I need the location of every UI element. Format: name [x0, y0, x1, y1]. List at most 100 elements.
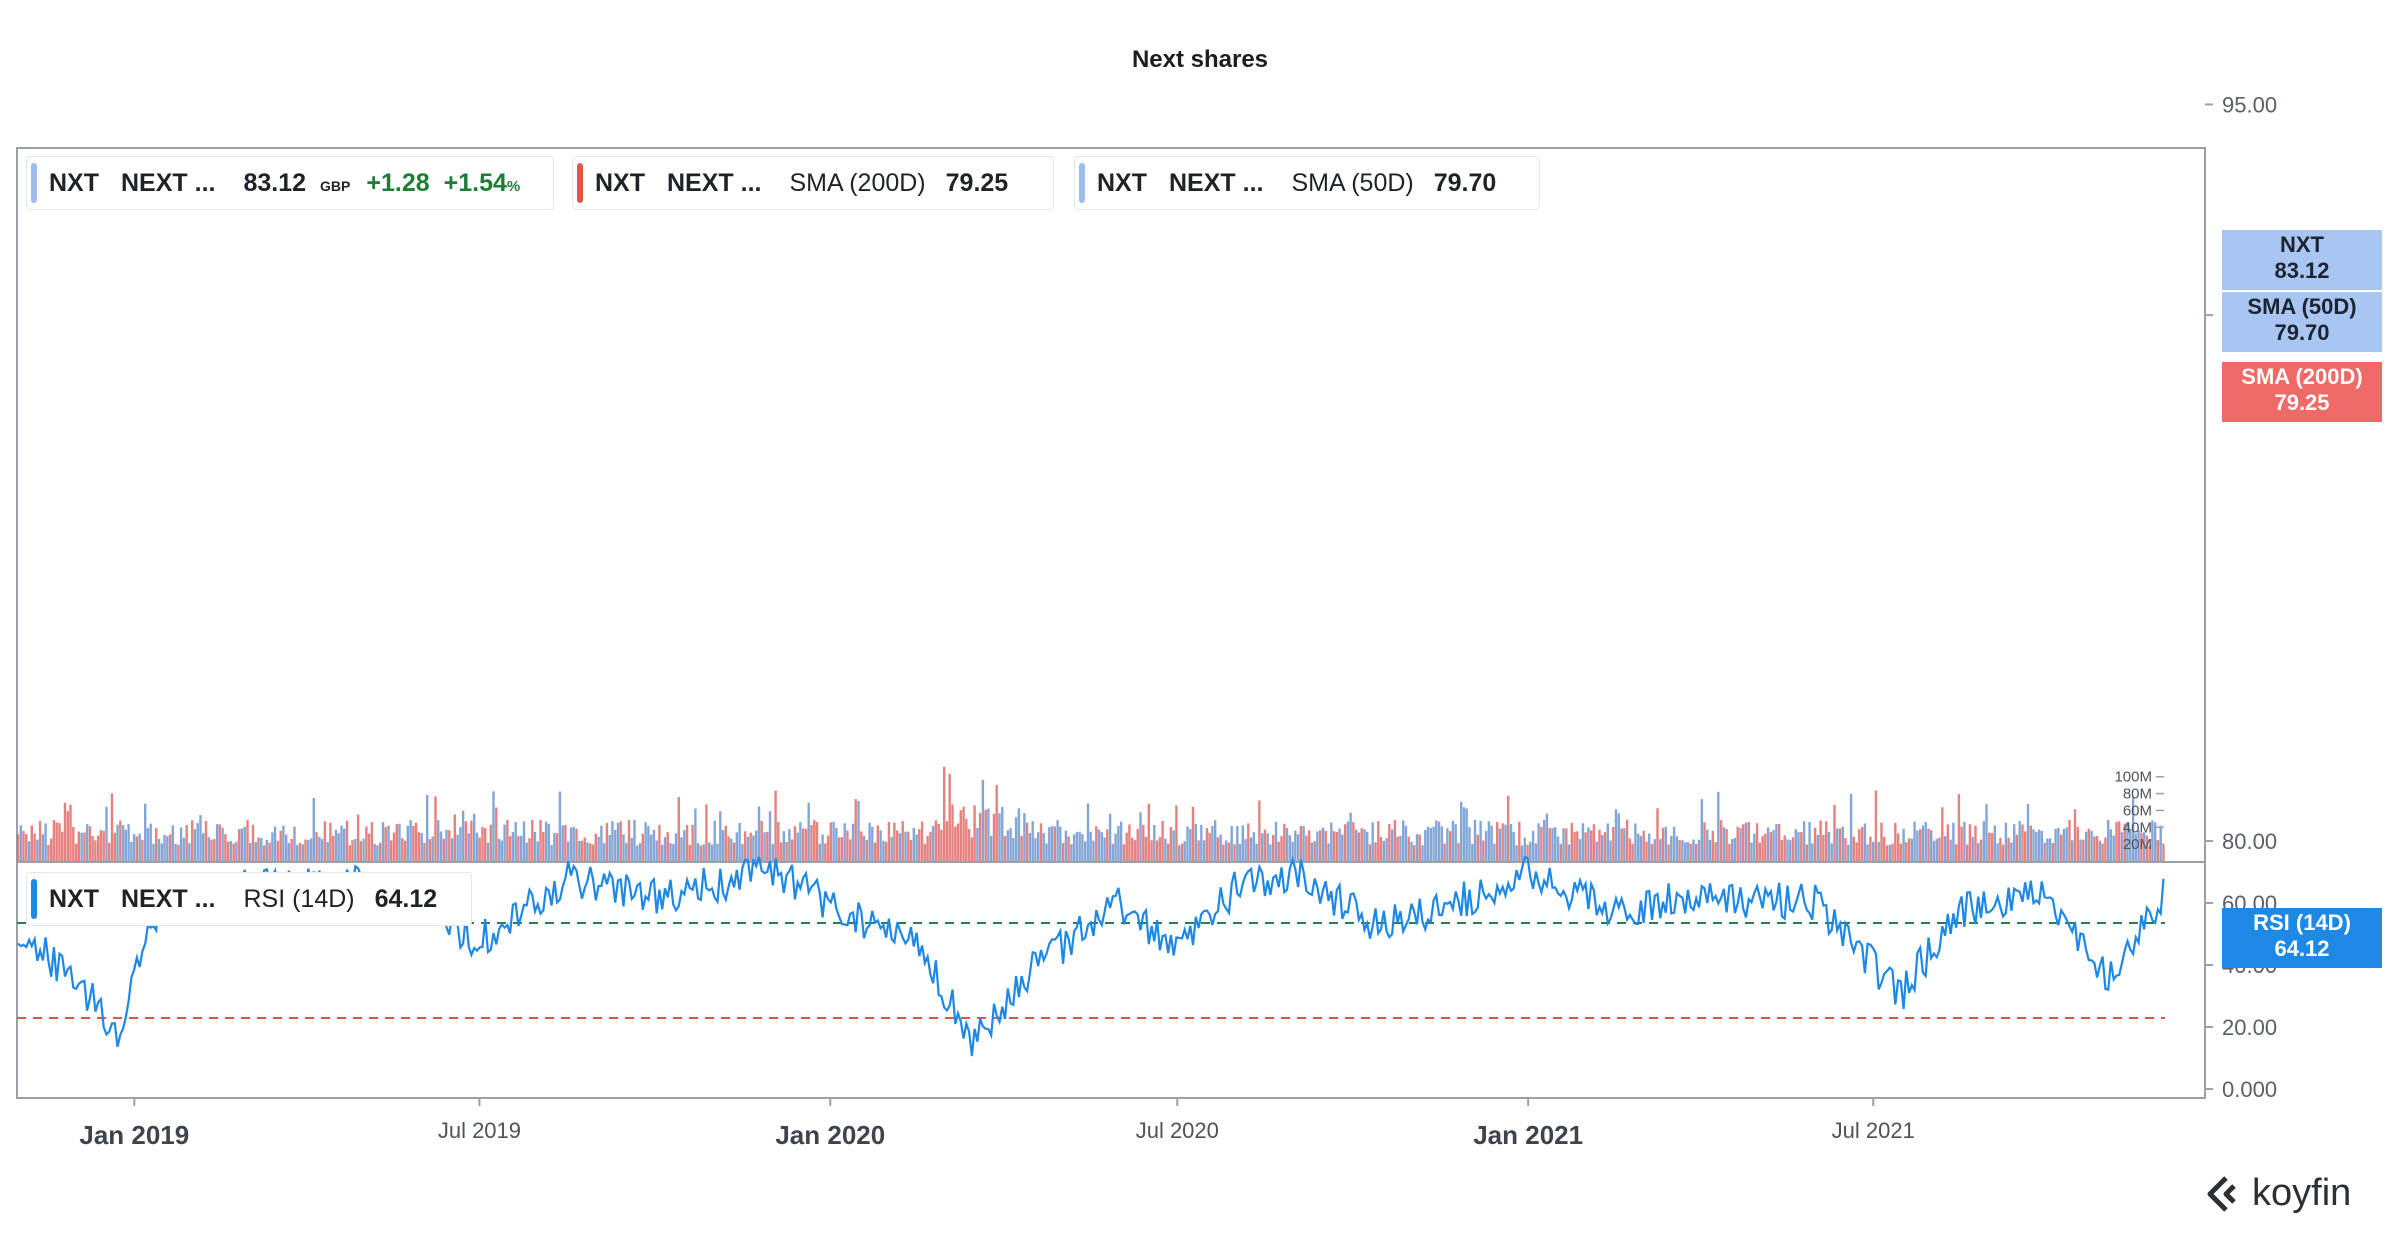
volume-bar — [766, 831, 769, 861]
volume-bar — [1178, 845, 1181, 861]
volume-bar — [904, 831, 907, 861]
volume-bar — [276, 840, 280, 861]
legend-sma50[interactable]: NXT NEXT ... SMA (50D) 79.70 — [1074, 156, 1540, 210]
volume-bar — [1775, 824, 1778, 861]
legend-sma200[interactable]: NXT NEXT ... SMA (200D) 79.25 — [572, 156, 1054, 210]
volume-bar — [55, 822, 58, 861]
volume-bar — [1750, 842, 1753, 861]
volume-bar — [2035, 831, 2038, 861]
volume-bar — [426, 795, 429, 861]
volume-bar — [962, 806, 965, 861]
volume-bar — [1656, 808, 1659, 861]
volume-bar — [2068, 820, 2071, 861]
volume-bar — [1119, 821, 1123, 861]
volume-bar — [1504, 824, 1507, 861]
volume-bar — [99, 830, 103, 861]
volume-bar — [1471, 844, 1474, 861]
volume-bar — [755, 830, 758, 861]
volume-bar — [1236, 826, 1239, 861]
volume-bar — [30, 825, 33, 861]
volume-bar — [257, 837, 260, 861]
koyfin-logo-text: koyfin — [2252, 1172, 2352, 1214]
volume-bar — [1039, 823, 1043, 861]
volume-bar — [163, 834, 166, 861]
volume-bar — [995, 785, 998, 861]
volume-bar — [605, 823, 609, 861]
volume-bar — [1462, 807, 1466, 861]
rsi-tick-label: 20.00 — [2222, 1015, 2277, 1040]
volume-bar — [1200, 824, 1203, 861]
volume-bar — [72, 827, 75, 861]
volume-bar — [1031, 821, 1034, 861]
volume-bar — [829, 822, 832, 861]
volume-bar — [1921, 825, 1925, 861]
volume-bar — [1319, 830, 1322, 861]
volume-bar — [727, 836, 730, 861]
volume-bar — [235, 841, 238, 861]
volume-bar — [1717, 791, 1720, 861]
volume-bar — [2087, 828, 2090, 861]
volume-bar — [1667, 844, 1670, 861]
volume-bar — [586, 842, 589, 861]
volume-bar — [1426, 826, 1430, 861]
volume-bar — [174, 843, 177, 861]
volume-bar — [1363, 829, 1366, 861]
volume-bar — [2026, 803, 2030, 861]
legend-price[interactable]: NXT NEXT ... 83.12 GBP +1.28 +1.54% — [26, 156, 554, 210]
volume-bar — [699, 845, 703, 861]
volume-bar — [1407, 836, 1410, 861]
volume-bar — [1672, 826, 1676, 861]
volume-bar — [63, 802, 67, 861]
volume-bar — [630, 837, 633, 861]
volume-bar — [1592, 824, 1596, 861]
volume-bar — [384, 827, 387, 861]
koyfin-logo[interactable]: koyfin — [2204, 1172, 2351, 1215]
volume-bar — [1979, 839, 1983, 861]
volume-bar — [522, 821, 526, 861]
volume-bar — [108, 842, 111, 861]
volume-bar — [1612, 827, 1615, 861]
volume-bar — [345, 820, 349, 861]
volume-bar — [1288, 835, 1291, 861]
volume-bar — [1310, 842, 1314, 861]
volume-bar — [763, 832, 766, 861]
volume-bar — [481, 827, 484, 861]
volume-bar — [1838, 828, 1842, 861]
volume-bar — [1789, 840, 1792, 861]
volume-bar — [1825, 821, 1828, 861]
volume-bar — [362, 838, 365, 861]
volume-bar — [1443, 843, 1446, 861]
volume-bar — [210, 839, 213, 861]
volume-bar — [2159, 825, 2162, 861]
volume-bar — [558, 791, 562, 861]
volume-bar — [254, 842, 257, 861]
volume-bar — [199, 815, 202, 861]
volume-bar — [793, 826, 797, 861]
volume-bar — [992, 813, 996, 861]
volume-bar — [1805, 844, 1808, 861]
volume-bar — [1913, 821, 1916, 861]
volume-bars — [16, 766, 2165, 861]
volume-bar — [931, 825, 935, 861]
volume-bar — [597, 836, 600, 861]
volume-bar — [981, 779, 985, 861]
volume-bar — [782, 831, 785, 861]
legend-sma200-value: 79.25 — [945, 168, 1009, 197]
legend-rsi[interactable]: NXT NEXT ... RSI (14D) 64.12 — [26, 872, 472, 926]
volume-bar — [1042, 832, 1045, 861]
legend-price-symbol: NXT — [49, 168, 99, 197]
volume-bar — [672, 844, 675, 861]
volume-bar — [1487, 821, 1491, 861]
chart-title: Next shares — [1131, 46, 1269, 73]
volume-bar — [854, 799, 857, 861]
volume-bar — [1205, 828, 1209, 861]
volume-bar — [724, 825, 727, 861]
volume-bar — [271, 832, 274, 861]
x-tick-label: Jan 2021 — [1473, 1120, 1583, 1150]
volume-bar — [785, 842, 788, 861]
volume-bar — [1070, 844, 1073, 861]
volume-bar — [1263, 829, 1267, 861]
volume-bar — [1794, 829, 1797, 861]
volume-bar — [2084, 831, 2088, 861]
